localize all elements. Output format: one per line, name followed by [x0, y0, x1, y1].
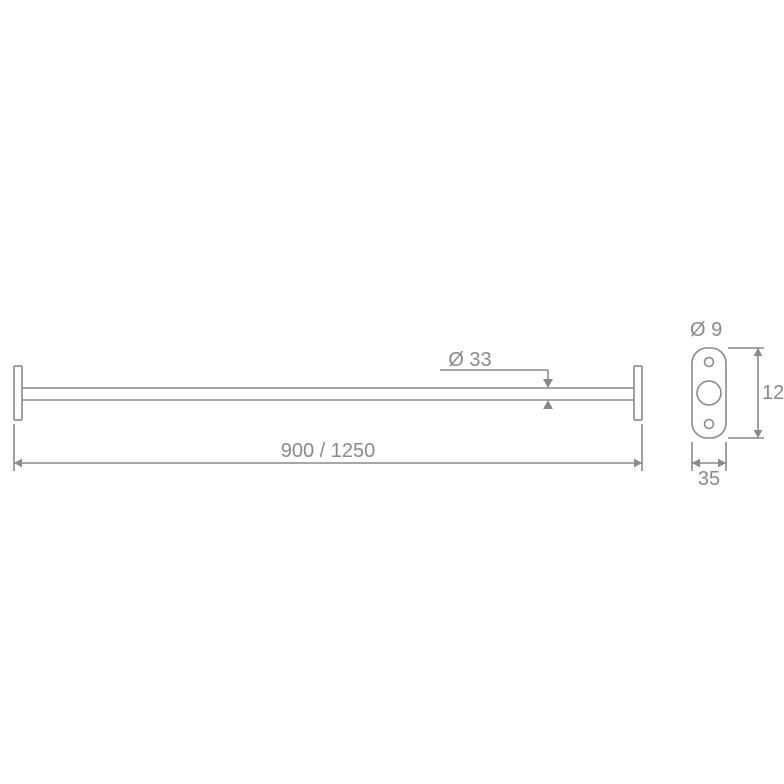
length-label: 900 / 1250	[281, 440, 376, 462]
bar-cross-section	[697, 381, 721, 405]
diameter-label: Ø 33	[448, 349, 491, 371]
screw-hole-bottom	[705, 420, 714, 429]
hole-diameter-label: Ø 9	[690, 319, 722, 341]
screw-hole-top	[705, 358, 714, 367]
plate-width-label: 35	[698, 468, 720, 490]
plate-height-label: 125	[762, 382, 784, 404]
